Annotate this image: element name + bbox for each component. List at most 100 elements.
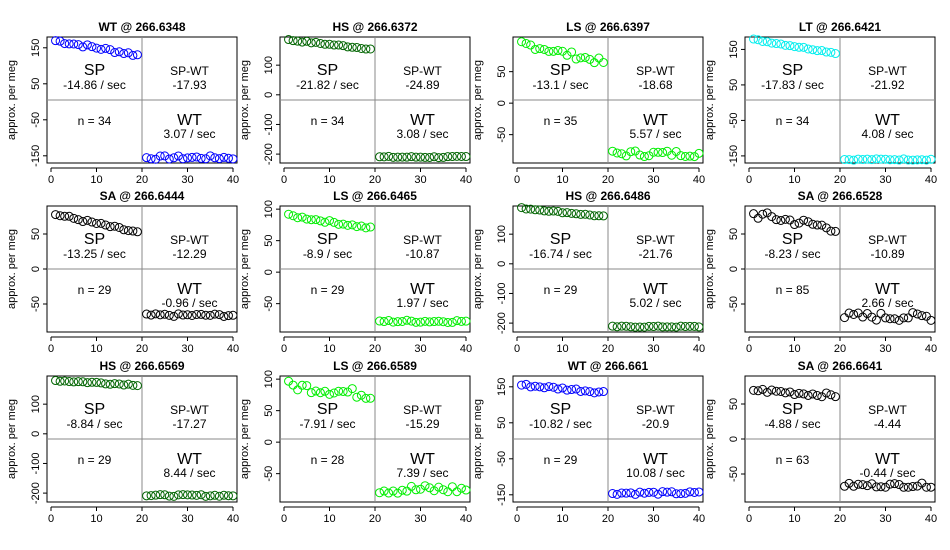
data-point [347, 42, 357, 52]
data-point [105, 222, 115, 232]
data-point [881, 482, 890, 492]
sp-label: SP [317, 401, 338, 418]
data-point [617, 149, 627, 159]
chart-title: SA @ 266.6528 [798, 189, 883, 203]
data-point [653, 321, 663, 331]
y-axis-label: approx. per meg [239, 229, 251, 309]
sp-label: SP [317, 62, 338, 79]
data-point [635, 322, 645, 332]
data-point [903, 482, 913, 492]
y-tick-label: 0 [263, 92, 275, 98]
data-point [840, 313, 850, 323]
spwt-label: SP-WT [403, 64, 442, 78]
data-point [585, 54, 595, 64]
chart-title: HS @ 266.6486 [565, 189, 650, 203]
data-point [128, 380, 138, 390]
data-point [771, 215, 781, 225]
x-tick-label: 30 [647, 174, 659, 186]
data-point [749, 385, 759, 395]
data-point [78, 217, 88, 227]
data-point [183, 153, 192, 163]
panel-4: LT @ 266.6421 approx. per meg 150 50 -50 -150… [704, 20, 937, 186]
data-point [114, 379, 124, 389]
y-axis-label: approx. per meg [6, 399, 18, 479]
data-point [653, 147, 663, 157]
data-point [571, 54, 581, 64]
data-point [517, 380, 527, 390]
data-point [325, 216, 334, 226]
data-point [685, 321, 695, 331]
data-point [205, 491, 215, 501]
wt-rate: -0.96 / sec [161, 296, 217, 310]
n-count: n = 63 [776, 453, 810, 467]
data-point [132, 381, 142, 391]
data-point [361, 223, 371, 233]
x-tick-label: 30 [647, 513, 659, 525]
data-point [375, 488, 385, 498]
data-point [173, 490, 183, 500]
data-point [228, 154, 238, 164]
data-point [785, 387, 795, 397]
data-point [69, 39, 79, 49]
data-point [567, 208, 577, 218]
data-point [908, 155, 918, 165]
x-tick-label: 0 [514, 343, 520, 355]
data-point [544, 46, 554, 56]
data-point [553, 46, 563, 56]
data-point [365, 44, 375, 54]
wt-rate: 7.39 / sec [396, 466, 448, 480]
data-point [201, 154, 211, 164]
data-point [82, 215, 92, 225]
n-count: n = 35 [544, 114, 578, 128]
data-point [826, 47, 836, 57]
x-tick-label: 0 [746, 174, 752, 186]
data-point [885, 155, 895, 165]
data-point [214, 310, 224, 320]
data-point [406, 316, 416, 326]
data-point [580, 52, 590, 62]
data-point [580, 209, 590, 219]
data-point [803, 44, 813, 54]
sp-label: SP [782, 62, 803, 79]
data-point [73, 40, 83, 50]
data-point [420, 481, 430, 491]
x-tick-label: 0 [281, 343, 287, 355]
data-point [284, 35, 294, 45]
data-point [434, 316, 444, 326]
data-point [388, 152, 398, 162]
data-point [589, 388, 599, 398]
chart-title: LS @ 266.6589 [333, 359, 417, 373]
data-point [794, 218, 804, 228]
spwt-value: -21.92 [870, 78, 904, 92]
data-point [452, 151, 462, 161]
spwt-label: SP-WT [868, 64, 907, 78]
data-point [429, 152, 439, 162]
data-point [142, 309, 152, 319]
wt-rate: 1.97 / sec [396, 296, 448, 310]
data-point [530, 381, 540, 391]
spwt-value: -15.29 [405, 417, 439, 431]
x-tick-label: 10 [788, 513, 800, 525]
x-tick-label: 10 [788, 343, 800, 355]
data-point [617, 488, 627, 498]
data-point [365, 393, 375, 403]
data-point [821, 388, 831, 398]
data-point [443, 487, 453, 497]
data-point [539, 44, 549, 54]
data-point [598, 57, 608, 67]
data-point [192, 490, 202, 500]
data-point [644, 487, 654, 497]
data-point [862, 481, 872, 491]
panel-12: SA @ 266.6641 approx. per meg 50 0 -50 0 10 20 3… [704, 359, 937, 525]
data-point [110, 221, 120, 231]
x-tick-label: 40 [693, 174, 705, 186]
y-tick-label: 50 [263, 235, 275, 247]
data-point [142, 491, 152, 501]
data-point [903, 155, 913, 165]
data-point [393, 152, 403, 162]
data-point [438, 152, 448, 162]
x-tick-label: 40 [227, 174, 239, 186]
data-point [352, 222, 362, 232]
data-point [653, 489, 663, 499]
y-tick-label: 0 [728, 436, 740, 442]
